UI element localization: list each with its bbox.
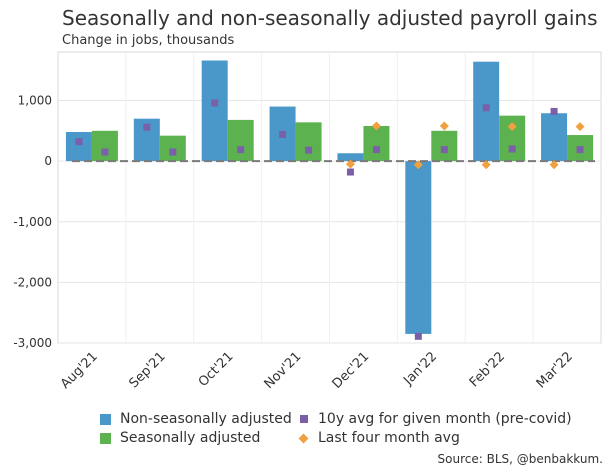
bar-nsa: [337, 153, 364, 162]
legend-swatch-nsa: [100, 413, 111, 425]
x-tick-label: Feb'22: [467, 349, 508, 390]
marker-avg10: [576, 146, 584, 154]
marker-avg4: [439, 121, 449, 131]
marker-avg10: [482, 104, 490, 112]
legend-swatch-avg4: [298, 433, 309, 443]
bar-sa: [431, 130, 458, 162]
source-note: Source: BLS, @benbakkum.: [437, 452, 603, 466]
legend-label-avg4: Last four month avg: [318, 430, 460, 446]
marker-avg10: [440, 146, 448, 154]
bar-sa: [363, 125, 390, 162]
legend-item-sa: Seasonally adjusted: [100, 430, 260, 446]
y-tick-label: 1,000: [18, 94, 52, 108]
marker-avg4: [413, 160, 423, 170]
y-tick-label: -1,000: [13, 215, 52, 229]
bar-nsa: [473, 61, 500, 162]
marker-avg10: [169, 148, 177, 156]
legend-swatch-avg10: [300, 415, 308, 423]
bar-sa: [295, 122, 322, 162]
chart-subtitle: Change in jobs, thousands: [62, 33, 235, 48]
marker-avg10: [279, 130, 287, 138]
legend-item-avg4: Last four month avg: [298, 430, 460, 446]
marker-avg10: [75, 138, 83, 146]
y-tick-label: -3,000: [13, 336, 52, 350]
marker-avg4: [371, 121, 381, 131]
x-tick-label: Oct'21: [196, 349, 237, 390]
marker-avg4: [481, 160, 491, 170]
legend-label-sa: Seasonally adjusted: [120, 430, 261, 446]
x-tick-label: Aug'21: [58, 349, 101, 392]
marker-avg4: [507, 122, 517, 132]
marker-avg4: [549, 160, 559, 170]
marker-avg10: [346, 168, 354, 176]
bar-sa: [227, 119, 254, 162]
legend-label-nsa: Non-seasonally adjusted: [120, 411, 292, 427]
legend-item-nsa: Non-seasonally adjusted: [100, 411, 292, 427]
marker-avg4: [575, 122, 585, 132]
marker-avg10: [211, 99, 219, 107]
marker-avg10: [550, 107, 558, 115]
marker-avg10: [101, 148, 109, 156]
bar-nsa: [65, 132, 92, 162]
marker-avg10: [237, 146, 245, 154]
y-tick-label: -2,000: [13, 275, 52, 289]
marker-avg10: [305, 146, 313, 154]
bar-nsa: [541, 113, 568, 162]
legend-label-avg10: 10y avg for given month (pre-covid): [318, 411, 572, 427]
x-tick-label: Sep'21: [126, 349, 168, 391]
bar-nsa: [405, 161, 432, 334]
x-tick-label: Dec'21: [330, 349, 373, 392]
marker-avg10: [414, 332, 422, 340]
bar-sa: [91, 130, 118, 162]
x-tick-label: Jan'22: [400, 349, 440, 389]
x-tick-label: Nov'21: [262, 349, 305, 392]
y-tick-label: 0: [44, 154, 52, 168]
chart-title: Seasonally and non-seasonally adjusted p…: [62, 6, 598, 30]
legend-swatch-sa: [100, 432, 111, 444]
marker-avg10: [143, 123, 151, 131]
bar-sa: [159, 135, 186, 162]
marker-avg10: [372, 146, 380, 154]
marker-avg10: [508, 145, 516, 153]
marker-avg4: [345, 159, 355, 169]
x-tick-label: Mar'22: [534, 349, 576, 391]
legend-item-avg10: 10y avg for given month (pre-covid): [298, 411, 572, 427]
bar-nsa: [201, 60, 228, 162]
